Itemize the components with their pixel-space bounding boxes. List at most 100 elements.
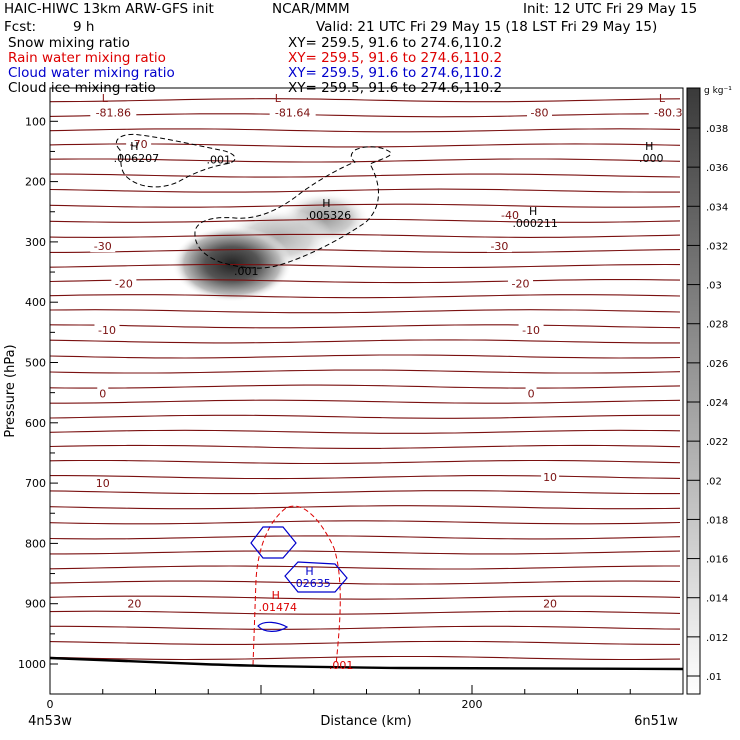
isotherm-label: -81.86 xyxy=(96,106,131,119)
isotherm-line xyxy=(50,248,681,253)
x-tick-label: 200 xyxy=(462,698,483,711)
isotherm-line xyxy=(50,369,681,374)
y-tick-label: 900 xyxy=(25,598,46,611)
init-time: Init: 12 UTC Fri 29 May 15 xyxy=(523,1,698,17)
isotherm-line xyxy=(50,459,681,465)
colorbar-tick-label: .01 xyxy=(706,672,722,683)
isotherm-line xyxy=(50,490,680,495)
isotherm-label-bg xyxy=(486,240,512,253)
y-tick-label: 1000 xyxy=(18,658,46,671)
field-rain-xy: XY= 259.5, 91.6 to 274.6,110.2 xyxy=(288,50,503,66)
isotherm-label: 0 xyxy=(528,387,535,400)
isotherm-label-bg xyxy=(269,106,316,119)
y-tick-label: 100 xyxy=(25,115,46,128)
colorbar-tick-label: .028 xyxy=(706,320,728,331)
isotherm-line xyxy=(50,429,681,434)
extremum-mark: L xyxy=(275,92,282,105)
forecast-label: Fcst: xyxy=(4,19,37,35)
extremum-value: .006207 xyxy=(114,152,160,165)
x-axis-title: Distance (km) xyxy=(320,714,411,729)
isotherm-label: 0 xyxy=(99,387,106,400)
isotherm-line xyxy=(50,173,681,178)
y-axis: 100 200 300 400 500 600 700 800 900 1000 xyxy=(18,115,58,671)
isotherm-line xyxy=(50,113,680,118)
isotherm-line xyxy=(50,128,681,133)
colorbar-tick-label: .022 xyxy=(706,437,728,448)
isotherm-line xyxy=(50,505,681,510)
field-cloud-water-xy: XY= 259.5, 91.6 to 274.6,110.2 xyxy=(288,65,503,81)
extremum-mark: H xyxy=(272,589,280,602)
colorbar-tick-label: .024 xyxy=(706,398,728,409)
isotherm-label-bg xyxy=(648,106,688,119)
y-axis-title: Pressure (hPa) xyxy=(3,344,18,437)
valid-time: Valid: 21 UTC Fri 29 May 15 (18 LST Fri … xyxy=(316,19,658,35)
isotherm-label-bg xyxy=(90,106,137,119)
extremum-value: .000211 xyxy=(512,217,558,230)
extremum-value: .01474 xyxy=(259,601,298,614)
x-left-endpoint: 4n53w xyxy=(28,714,72,729)
colorbar-unit: g kg⁻¹ xyxy=(704,86,732,96)
isotherm-label-bg xyxy=(525,387,537,400)
isotherm-line xyxy=(50,294,681,299)
isotherm-label: -70 xyxy=(130,138,148,151)
y-tick-label: 500 xyxy=(25,357,46,370)
isotherm-label-bg xyxy=(541,597,560,610)
isotherm-label: -20 xyxy=(512,278,530,291)
field-cloud-water-name: Cloud water mixing ratio xyxy=(8,65,175,81)
field-snow-name: Snow mixing ratio xyxy=(8,35,130,51)
cloud-ice-contour-upper xyxy=(115,133,236,188)
isotherm-label: 20 xyxy=(543,598,557,611)
y-tick-label: 800 xyxy=(25,537,46,550)
cloud-ice-contours xyxy=(115,133,392,269)
cloud-ice-contour-main xyxy=(194,146,392,269)
y-tick-label: 600 xyxy=(25,417,46,430)
contour-value-label: .001 xyxy=(329,659,354,672)
isotherm-line xyxy=(50,640,680,645)
extremum-mark: H xyxy=(645,140,653,153)
isotherm-label: -10 xyxy=(98,324,116,337)
extremum-mark: L xyxy=(659,92,666,105)
isotherm-line xyxy=(50,595,681,600)
colorbar-tick-label: .036 xyxy=(706,163,728,174)
colorbar-ticks: .01 .012 .014 .016 .018 .02 .022 .024 .026 .028 .0… xyxy=(687,124,728,683)
plot-frame xyxy=(49,87,684,695)
isotherm-line xyxy=(50,339,680,344)
cloud-water-contour-2 xyxy=(284,561,348,593)
isotherm-line xyxy=(50,188,680,193)
x-right-endpoint: 6n51w xyxy=(634,714,678,729)
colorbar-tick-label: .018 xyxy=(706,515,728,526)
colorbar-tick-label: .026 xyxy=(706,359,728,370)
colorbar-tick-label: .02 xyxy=(706,476,722,487)
colorbar-tick-label: .03 xyxy=(706,281,722,292)
isotherm-label-bg xyxy=(508,277,534,290)
isotherm-line xyxy=(50,610,681,615)
isotherm-line xyxy=(50,158,681,163)
isotherm-line xyxy=(50,655,681,661)
forecast-hour: 9 h xyxy=(73,19,95,35)
isotherm-label-bg xyxy=(497,208,523,221)
extremum-value: .005326 xyxy=(306,209,352,222)
isotherm-line xyxy=(50,475,681,480)
y-tick-label: 300 xyxy=(25,236,46,249)
extremum-mark: H xyxy=(130,140,138,153)
isotherm-label-bg xyxy=(541,471,560,484)
colorbar-tick-label: .014 xyxy=(706,594,728,605)
isotherm-line xyxy=(50,580,681,585)
isotherm-label-bg xyxy=(97,387,109,400)
y-tick-label: 200 xyxy=(25,176,46,189)
temperature-contours xyxy=(50,98,681,661)
isotherm-label-bg xyxy=(111,277,137,290)
isotherm-line xyxy=(50,233,681,238)
isotherm-label-bg xyxy=(125,597,144,610)
isotherm-label-bg xyxy=(94,323,120,336)
model-title: HAIC-HIWC 13km ARW-GFS init xyxy=(4,1,214,17)
isotherm-label: -30 xyxy=(94,240,112,253)
extremum-mark: H xyxy=(305,565,313,578)
isotherm-line xyxy=(50,203,681,208)
isotherm-line xyxy=(50,354,681,359)
isotherm-label: 10 xyxy=(96,477,110,490)
isotherm-line xyxy=(50,520,681,525)
isotherm-label: -30 xyxy=(490,240,508,253)
y-tick-label: 400 xyxy=(25,296,46,309)
